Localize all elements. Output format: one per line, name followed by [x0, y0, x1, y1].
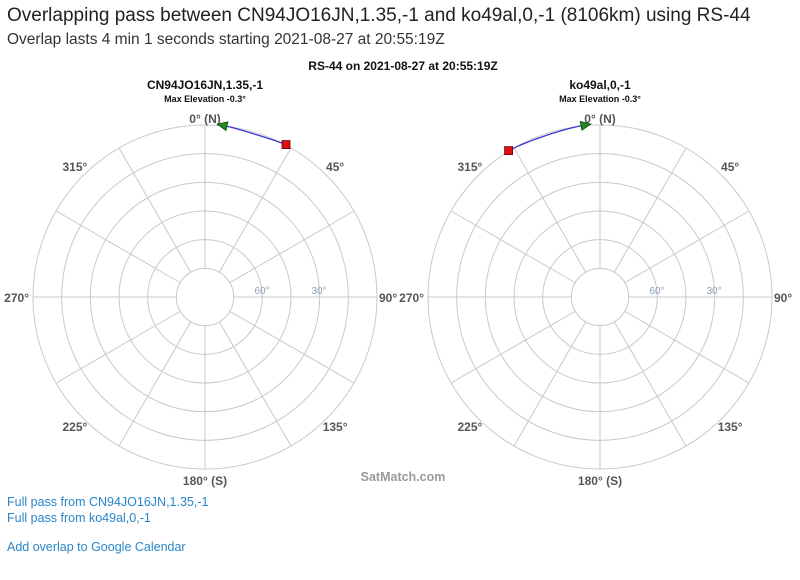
figure-title: RS-44 on 2021-08-27 at 20:55:19Z	[308, 59, 497, 73]
full-pass-links: Full pass from CN94JO16JN,1.35,-1 Full p…	[7, 494, 208, 526]
azimuth-spoke	[613, 320, 687, 447]
elevation-ring	[542, 239, 658, 355]
full-pass-link-station-1[interactable]: Full pass from CN94JO16JN,1.35,-1	[7, 495, 209, 509]
azimuth-spoke	[513, 147, 587, 274]
add-to-calendar-link[interactable]: Add overlap to Google Calendar	[7, 540, 186, 554]
elevation-ring	[484, 181, 716, 413]
pass-start-marker	[216, 121, 229, 132]
azimuth-spoke	[228, 210, 355, 284]
compass-label-e: 90°	[774, 291, 792, 305]
azimuth-spoke	[613, 147, 687, 274]
page-subtitle: Overlap lasts 4 min 1 seconds starting 2…	[7, 31, 445, 48]
pass-end-marker	[281, 140, 291, 150]
compass-label-w: 270°	[4, 291, 29, 305]
azimuth-spoke	[623, 210, 750, 284]
compass-label-e: 90°	[379, 291, 397, 305]
compass-label-sw: 225°	[457, 420, 482, 434]
pass-end-marker	[504, 146, 514, 156]
elevation-ring	[89, 181, 321, 413]
azimuth-spoke	[450, 210, 577, 284]
elevation-label-60: 60°	[649, 286, 664, 297]
elevation-ring	[456, 153, 744, 441]
azimuth-spoke	[218, 147, 292, 274]
station-label: CN94JO16JN,1.35,-1	[147, 78, 263, 92]
elevation-label-60: 60°	[254, 286, 269, 297]
azimuth-spoke	[228, 310, 355, 384]
compass-label-n: 0° (N)	[584, 112, 615, 126]
watermark: SatMatch.com	[361, 470, 446, 484]
polar-plots-figure: RS-44 on 2021-08-27 at 20:55:19Z CN94JO1…	[4, 59, 792, 488]
polar-grid	[427, 124, 773, 470]
elevation-ring	[427, 124, 773, 470]
azimuth-spoke	[55, 310, 182, 384]
compass-label-ne: 45°	[721, 160, 739, 174]
full-pass-link-station-2[interactable]: Full pass from ko49al,0,-1	[7, 511, 151, 525]
elevation-label-30: 30°	[311, 286, 326, 297]
polar-plot-station-2: ko49al,0,-1 Max Elevation -0.3° 60° 30° 0°…	[399, 78, 792, 488]
station-label: ko49al,0,-1	[569, 78, 631, 92]
azimuth-spoke	[623, 310, 750, 384]
elevation-ring	[570, 267, 630, 327]
compass-label-se: 135°	[718, 420, 743, 434]
compass-label-se: 135°	[323, 420, 348, 434]
elevation-ring	[32, 124, 378, 470]
azimuth-spoke	[450, 310, 577, 384]
compass-label-sw: 225°	[62, 420, 87, 434]
compass-label-s: 180° (S)	[183, 474, 227, 488]
elevation-ring	[175, 267, 235, 327]
pass-start-marker	[579, 120, 592, 131]
compass-label-s: 180° (S)	[578, 474, 622, 488]
compass-label-nw: 315°	[457, 160, 482, 174]
elevation-ring	[513, 210, 687, 384]
elevation-ring	[61, 153, 349, 441]
azimuth-spoke	[118, 147, 192, 274]
pass-track	[508, 124, 586, 152]
elevation-ring	[118, 210, 292, 384]
max-elevation-label: Max Elevation -0.3°	[164, 94, 246, 104]
page-title: Overlapping pass between CN94JO16JN,1.35…	[7, 5, 751, 26]
compass-label-nw: 315°	[62, 160, 87, 174]
compass-label-ne: 45°	[326, 160, 344, 174]
compass-label-w: 270°	[399, 291, 424, 305]
polar-grid	[32, 124, 378, 470]
azimuth-spoke	[218, 320, 292, 447]
azimuth-spoke	[118, 320, 192, 447]
polar-plot-station-1: CN94JO16JN,1.35,-1 Max Elevation -0.3° 6…	[4, 78, 397, 488]
pass-track	[222, 124, 287, 146]
compass-label-n: 0° (N)	[189, 112, 220, 126]
elevation-label-30: 30°	[706, 286, 721, 297]
max-elevation-label: Max Elevation -0.3°	[559, 94, 641, 104]
azimuth-spoke	[55, 210, 182, 284]
elevation-ring	[147, 239, 263, 355]
azimuth-spoke	[513, 320, 587, 447]
